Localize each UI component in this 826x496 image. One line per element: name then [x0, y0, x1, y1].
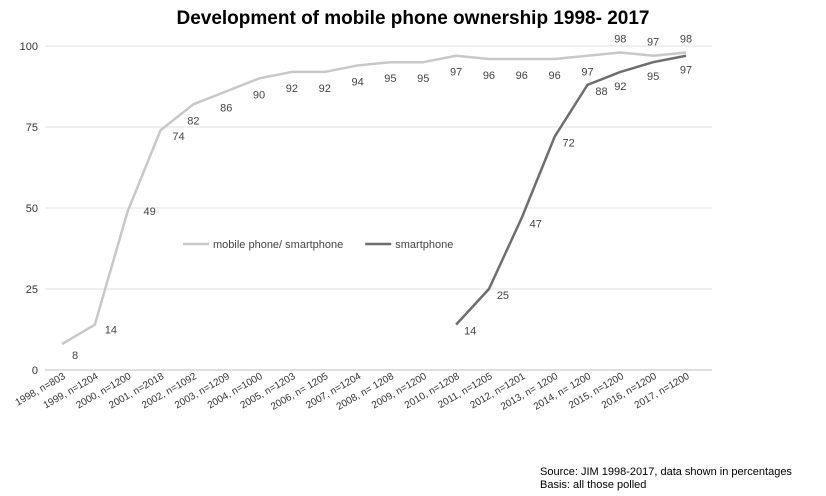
- data-label: 92: [286, 83, 298, 95]
- data-label: 94: [351, 76, 363, 88]
- y-tick-label: 100: [20, 41, 38, 53]
- data-label: 74: [172, 131, 184, 143]
- y-tick-label: 50: [26, 203, 38, 215]
- data-label: 82: [187, 115, 199, 127]
- data-label: 92: [614, 81, 626, 93]
- data-label: 96: [483, 70, 495, 82]
- data-label: 97: [581, 67, 593, 79]
- data-label: 72: [563, 138, 575, 150]
- data-label: 88: [595, 86, 607, 98]
- y-tick-label: 25: [26, 284, 38, 296]
- legend-label-1: mobile phone/ smartphone: [213, 239, 343, 251]
- y-tick-label: 75: [26, 122, 38, 134]
- data-label: 92: [319, 83, 331, 95]
- data-label: 8: [72, 350, 78, 362]
- series-line-2: [455, 54, 687, 326]
- data-label: 97: [680, 65, 692, 77]
- basis-note: Basis: all those polled: [540, 479, 647, 491]
- data-label: 90: [253, 89, 265, 101]
- data-label: 95: [384, 73, 396, 85]
- data-label: 14: [464, 326, 476, 338]
- chart-title: Development of mobile phone ownership 19…: [176, 8, 650, 29]
- data-label: 95: [647, 71, 659, 83]
- data-label: 96: [549, 70, 561, 82]
- data-label: 49: [144, 206, 156, 218]
- source-note: Source: JIM 1998-2017, data shown in per…: [540, 466, 792, 478]
- data-label: 25: [497, 290, 509, 302]
- data-label: 14: [105, 325, 117, 337]
- data-label: 96: [516, 70, 528, 82]
- series-line-1: [61, 51, 687, 346]
- data-label: 86: [220, 102, 232, 114]
- y-tick-label: 0: [32, 365, 38, 377]
- legend-label-2: smartphone: [395, 239, 453, 251]
- data-label: 98: [614, 33, 626, 45]
- data-label: 97: [647, 37, 659, 49]
- data-label: 95: [417, 73, 429, 85]
- data-label: 98: [680, 33, 692, 45]
- data-label: 97: [450, 67, 462, 79]
- data-label: 47: [530, 219, 542, 231]
